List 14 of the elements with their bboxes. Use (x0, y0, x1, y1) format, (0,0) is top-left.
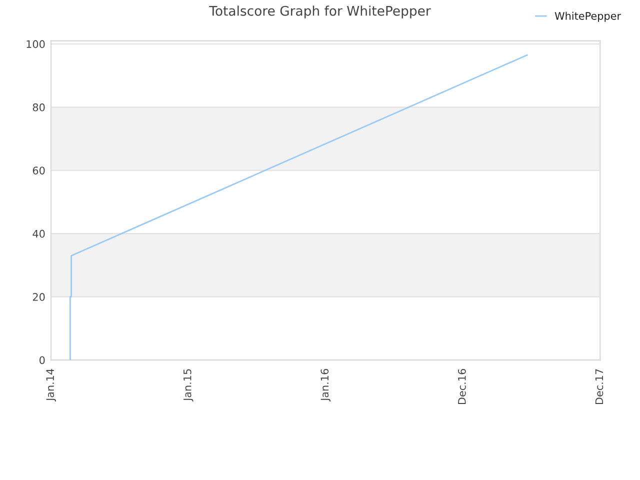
y-tick-label: 80 (32, 103, 45, 112)
line-series (69, 54, 528, 360)
y-tick-label: 0 (40, 356, 45, 364)
y-tick-label: 20 (32, 293, 45, 301)
chart-title: Totalscore Graph for WhitePepper (209, 6, 431, 18)
x-tick-label: Jan.15 (184, 369, 194, 402)
y-tick-label: 100 (26, 40, 45, 48)
x-tick-label: Dec.16 (458, 368, 466, 404)
y-tick-label: 40 (32, 230, 45, 238)
x-tick-label: Jan.16 (320, 368, 331, 402)
x-tick-label: Dec.17 (595, 369, 604, 404)
legend-label: WhitePepper (554, 12, 622, 22)
y-tick-label: 60 (32, 166, 45, 174)
x-tick-label: Jan.14 (46, 368, 56, 402)
